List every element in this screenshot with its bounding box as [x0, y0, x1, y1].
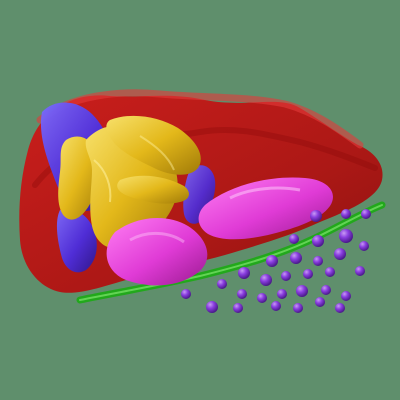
magenta-structure	[106, 177, 333, 286]
yellow-structure	[58, 115, 201, 249]
green-membrane	[76, 201, 386, 304]
purple-vesicles	[181, 209, 371, 313]
